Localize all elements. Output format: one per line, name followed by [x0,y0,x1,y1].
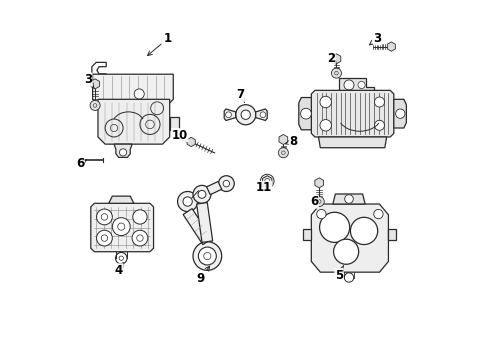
Text: 3: 3 [84,73,94,88]
Polygon shape [387,42,395,51]
Circle shape [97,230,112,246]
Circle shape [80,158,84,162]
Polygon shape [91,79,99,89]
Text: 1: 1 [147,32,172,55]
Circle shape [300,108,311,119]
Text: 6: 6 [76,157,87,170]
Circle shape [112,218,130,235]
Circle shape [133,210,147,224]
Circle shape [331,68,342,78]
Polygon shape [318,137,387,148]
Circle shape [193,185,211,203]
Circle shape [358,81,365,89]
Polygon shape [315,178,323,188]
Circle shape [134,89,144,99]
Circle shape [132,230,148,246]
Polygon shape [109,196,134,203]
Text: 11: 11 [255,181,272,194]
Polygon shape [93,74,173,105]
Text: 9: 9 [196,266,210,285]
Circle shape [90,100,100,111]
Circle shape [120,149,126,156]
Polygon shape [207,181,221,195]
Text: 2: 2 [327,51,337,65]
Circle shape [317,210,326,219]
Polygon shape [170,117,179,130]
Polygon shape [394,99,406,128]
Circle shape [374,210,383,219]
Polygon shape [311,204,389,272]
Circle shape [198,247,216,265]
Polygon shape [256,109,267,121]
Text: 6: 6 [310,195,319,208]
Polygon shape [303,229,311,240]
Polygon shape [263,176,272,186]
Circle shape [223,180,230,187]
Text: 10: 10 [172,129,188,142]
Circle shape [395,109,405,118]
Circle shape [344,195,353,203]
Circle shape [350,217,378,244]
Polygon shape [332,54,341,64]
Circle shape [260,112,266,118]
Text: 5: 5 [335,265,343,282]
Circle shape [374,120,385,130]
Text: 8: 8 [286,135,297,148]
Polygon shape [91,203,153,252]
Polygon shape [333,194,365,204]
Polygon shape [187,137,195,147]
Text: 4: 4 [115,263,123,277]
Circle shape [198,190,206,198]
Circle shape [319,212,350,242]
Circle shape [177,192,197,212]
Text: 7: 7 [237,88,245,102]
Polygon shape [299,98,311,130]
Text: 3: 3 [369,32,382,45]
Polygon shape [389,229,396,240]
Polygon shape [224,109,236,121]
Circle shape [344,80,354,90]
Circle shape [374,97,385,107]
Circle shape [278,148,289,158]
Polygon shape [114,144,132,157]
Circle shape [334,239,359,264]
Polygon shape [339,78,374,92]
Circle shape [320,96,331,108]
Circle shape [97,209,112,225]
Polygon shape [98,99,170,144]
Circle shape [265,179,270,184]
Polygon shape [311,90,394,137]
Circle shape [225,112,231,118]
Circle shape [183,197,192,206]
Circle shape [193,242,221,270]
Polygon shape [279,134,288,144]
Circle shape [219,176,234,192]
Circle shape [320,120,331,131]
Polygon shape [196,203,213,242]
Circle shape [236,105,256,125]
Circle shape [241,110,250,120]
Circle shape [314,197,324,207]
Polygon shape [183,208,212,245]
